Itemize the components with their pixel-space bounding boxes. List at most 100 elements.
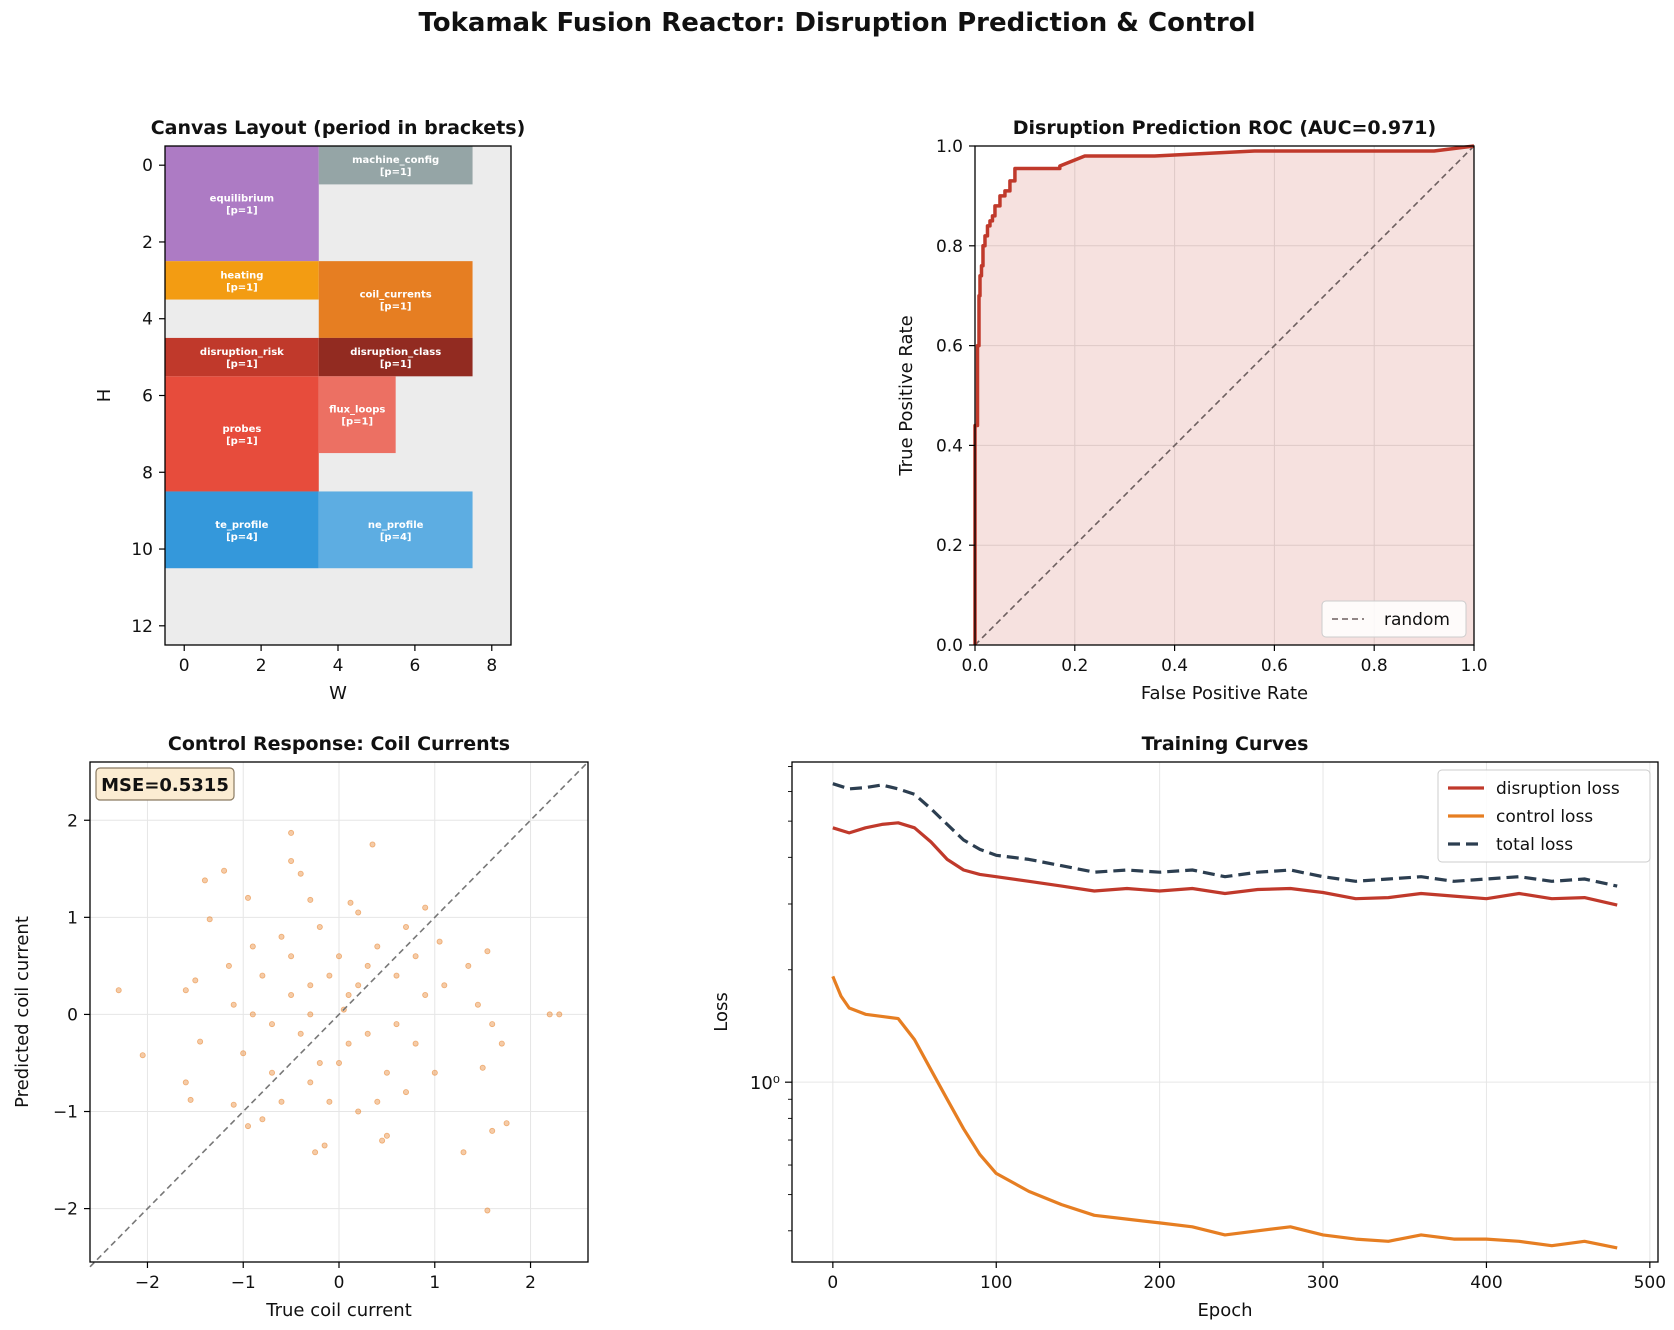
scatter-ylabel: Predicted coil current (12, 916, 33, 1108)
layout-xtick-label: 4 (333, 656, 344, 676)
layout-block-disruption_risk (165, 337, 319, 377)
training-ylabel: Loss (711, 992, 732, 1031)
scatter-point (345, 992, 352, 999)
training-xtick-label: 400 (1470, 1273, 1502, 1293)
scatter-point (355, 1108, 362, 1115)
roc-curve (973, 144, 1475, 645)
scatter-point (498, 1040, 505, 1047)
scatter-point (201, 877, 208, 884)
roc-ytick-label: 0.0 (936, 636, 963, 656)
layout-block-period: [p=1] (226, 436, 258, 447)
scatter-point (347, 899, 354, 906)
scatter-point (379, 1137, 386, 1144)
training-legend-box (1437, 769, 1651, 863)
scatter-point (244, 894, 251, 901)
layout-ytick-label: 0 (142, 156, 153, 176)
layout-ytick-label: 12 (131, 617, 153, 637)
scatter-point (288, 858, 295, 865)
scatter-point (393, 1021, 400, 1028)
scatter-point (422, 904, 429, 911)
scatter-point (335, 1060, 342, 1067)
training-xtick-label: 100 (980, 1273, 1012, 1293)
scatter-point (556, 1011, 563, 1018)
layout-ytick-label: 6 (142, 387, 153, 407)
scatter-point (278, 1098, 285, 1105)
roc-legend-label: random (1384, 610, 1450, 630)
roc-ylabel: True Positive Rate (896, 315, 917, 476)
scatter-point (369, 841, 376, 848)
scatter-mse-label: MSE=0.5315 (101, 775, 229, 796)
scatter-xtick-label: 0 (334, 1273, 345, 1293)
layout-xtick-label: 0 (179, 656, 190, 676)
roc-ytick-label: 1.0 (936, 137, 963, 157)
training-xtick-label: 0 (827, 1273, 838, 1293)
training-xtick-label: 500 (1634, 1273, 1666, 1293)
layout-block-label: coil_currents (360, 290, 432, 301)
layout-block-label: machine_config (352, 155, 439, 166)
scatter-ytick-label: 1 (67, 908, 78, 928)
layout-block-label: flux_loops (329, 405, 385, 416)
training-series-line (832, 821, 1618, 907)
layout-block-label: disruption_risk (200, 347, 284, 358)
layout-block-period: [p=1] (226, 206, 258, 217)
scatter-xtick-label: −2 (135, 1273, 160, 1293)
scatter-panel: −2 −1 0 1 2 −2 −1 0 1 2 Control Response: Coil Cur… (12, 733, 589, 1321)
layout-block-period: [p=1] (341, 417, 373, 428)
scatter-point (268, 1021, 275, 1028)
layout-block-label: heating (220, 270, 263, 281)
scatter-xtick-label: −1 (231, 1273, 256, 1293)
scatter-point (182, 1079, 189, 1086)
scatter-point (259, 1116, 266, 1123)
scatter-xtick-label: 2 (525, 1273, 536, 1293)
scatter-point (297, 870, 304, 877)
scatter-point (206, 916, 213, 923)
layout-title: Canvas Layout (period in brackets) (151, 117, 526, 139)
scatter-point (364, 962, 371, 969)
layout-xtick-label: 8 (486, 656, 497, 676)
roc-random-line (974, 145, 1475, 646)
scatter-point (288, 829, 295, 836)
training-xtick-label: 200 (1143, 1273, 1175, 1293)
roc-ytick-label: 0.2 (936, 536, 963, 556)
scatter-point (115, 987, 122, 994)
layout-block-te_profile (165, 491, 319, 569)
scatter-point (465, 962, 472, 969)
scatter-ytick-label: −2 (53, 1200, 78, 1220)
roc-xtick-label: 0.2 (1061, 656, 1088, 676)
layout-block-disruption_class (318, 337, 473, 377)
scatter-point (139, 1052, 146, 1059)
roc-legend-box (1321, 600, 1467, 638)
scatter-point (307, 982, 314, 989)
scatter-point (230, 1001, 237, 1008)
scatter-point (503, 1120, 510, 1127)
layout-block-label: ne_profile (368, 520, 424, 531)
scatter-point (412, 953, 419, 960)
roc-xlabel: False Positive Rate (1141, 683, 1308, 704)
scatter-point (326, 1098, 333, 1105)
scatter-point (436, 938, 443, 945)
scatter-point (187, 1096, 194, 1103)
scatter-point (221, 867, 228, 874)
layout-block-period: [p=1] (380, 359, 412, 370)
scatter-point (412, 1040, 419, 1047)
layout-block-period: [p=4] (380, 532, 412, 543)
scatter-identity-line (89, 761, 589, 1268)
roc-xtick-label: 0.8 (1361, 656, 1388, 676)
training-xlabel: Epoch (1197, 1300, 1252, 1321)
scatter-point (307, 1079, 314, 1086)
training-xtick-label: 300 (1307, 1273, 1339, 1293)
scatter-ytick-label: 0 (67, 1005, 78, 1025)
roc-xtick-label: 0.4 (1161, 656, 1188, 676)
scatter-point (268, 1069, 275, 1076)
training-legend-label: disruption loss (1496, 779, 1620, 799)
scatter-point (259, 972, 266, 979)
scatter-point (321, 1142, 328, 1149)
training-legend-label: control loss (1496, 807, 1593, 827)
layout-block-label: te_profile (215, 520, 268, 531)
layout-xlabel: W (329, 683, 347, 704)
layout-xtick-label: 2 (256, 656, 267, 676)
layout-panel: equilibrium[p=1]machine_config[p=1]heati… (94, 117, 525, 704)
scatter-point (316, 924, 323, 931)
roc-xtick-label: 0.6 (1261, 656, 1288, 676)
training-title: Training Curves (1142, 733, 1309, 755)
